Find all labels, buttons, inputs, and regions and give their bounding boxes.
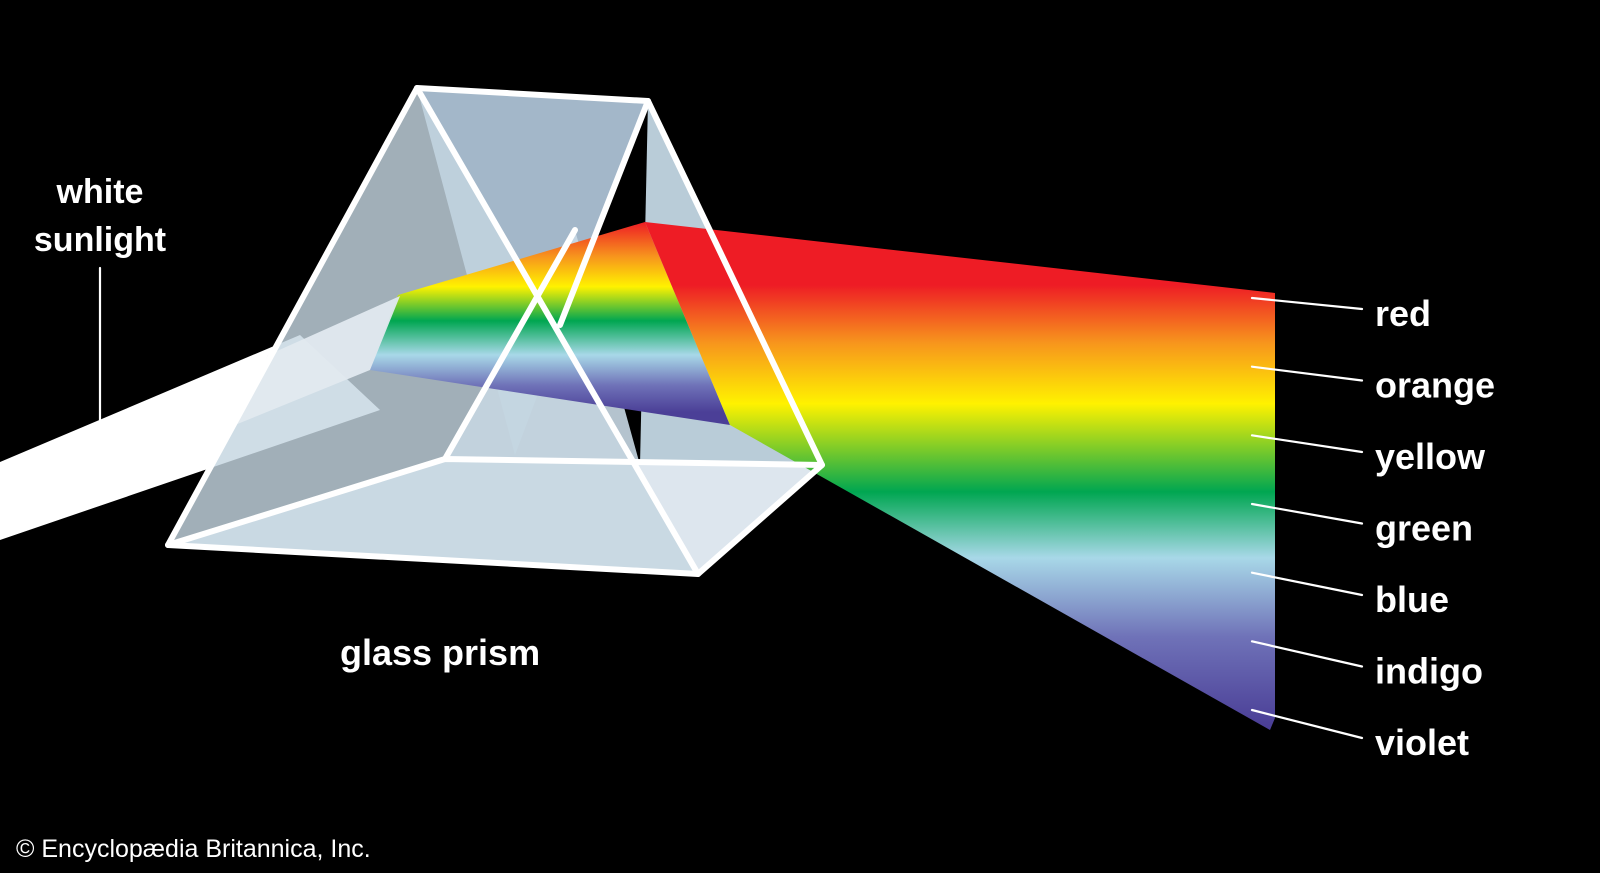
sunlight-beam-through-glass [235,296,400,425]
spectrum-label-red: red [1375,293,1431,334]
leader-line-violet [1250,708,1364,740]
prism-label: glass prism [340,632,540,673]
input-label-line1: white [56,173,144,211]
leader-line-red [1250,296,1364,311]
spectrum-label-green: green [1375,508,1473,549]
spectrum-label-orange: orange [1375,365,1495,406]
spectrum-label-yellow: yellow [1375,436,1486,477]
leader-line-orange [1250,365,1364,382]
spectrum-label-indigo: indigo [1375,651,1483,692]
copyright-notice: © Encyclopædia Britannica, Inc. [16,835,371,863]
dispersed-spectrum [645,222,1275,730]
leader-line-green [1250,502,1364,525]
leader-line-indigo [1250,640,1364,668]
spectrum-labels: red orange yellow green blue indigo violet [1250,293,1495,763]
prism-edges [165,85,825,577]
leader-line-yellow [1250,434,1364,454]
spectrum-label-blue: blue [1375,579,1449,620]
leader-line-blue [1250,571,1364,597]
spectrum-label-violet: violet [1375,722,1469,763]
input-label-line2: sunlight [34,221,166,259]
